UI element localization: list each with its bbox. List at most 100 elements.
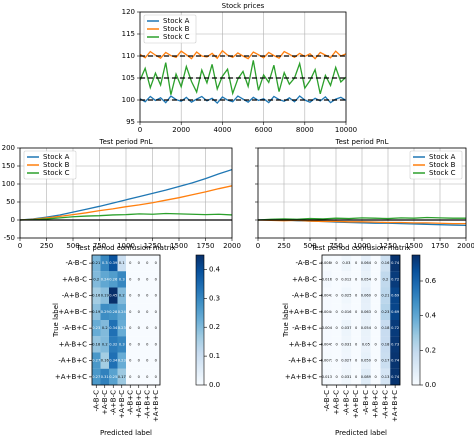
series-line (140, 95, 346, 105)
cell-label: 0.025 (341, 294, 351, 298)
heatmap-cell (143, 320, 152, 337)
cell-label: 0 (146, 326, 149, 330)
cell-label: 0 (374, 342, 377, 346)
axes-frame (19, 147, 233, 239)
cell-label: 0 (146, 375, 149, 379)
y-tick-label: -A-B-C (296, 259, 318, 267)
cell-label: 0.18 (92, 342, 101, 346)
cell-label: 0 (138, 375, 141, 379)
legend-label: Stock A (429, 153, 456, 161)
y-axis-label: True label (282, 303, 290, 338)
heatmap-cell (100, 368, 110, 386)
cell-label: 0.16 (92, 294, 101, 298)
heatmap-cell (322, 352, 332, 369)
heatmap-cell (126, 352, 135, 369)
cell-label: 0 (138, 261, 141, 265)
x-tick-label: 4000 (213, 126, 231, 134)
heatmap-cell (151, 320, 161, 337)
colorbar-tick-label: 0.6 (425, 277, 437, 285)
x-tick-label: 8000 (296, 126, 314, 134)
heatmap-cell (351, 320, 362, 337)
cell-label: 0.23 (381, 310, 389, 314)
cell-label: 0 (155, 375, 158, 379)
heatmap-cell (322, 255, 332, 272)
cell-label: 0 (138, 326, 141, 330)
x-tick-label: 1000 (353, 242, 371, 250)
heatmap-cell (380, 303, 391, 321)
legend-label: Stock B (163, 25, 190, 33)
cell-label: 0 (374, 294, 377, 298)
cell-label: 0.28 (109, 310, 118, 314)
x-tick-label: 750 (93, 242, 106, 250)
cell-label: 0.2 (102, 326, 108, 330)
y-tick-label: 105 (122, 74, 135, 82)
heatmap-cell (351, 352, 362, 369)
heatmap-cell (341, 368, 352, 386)
cell-label: 0 (129, 261, 132, 265)
cell-label: 0.18 (381, 342, 390, 346)
cell-label: 0.24 (101, 277, 110, 281)
x-tick-label: +A-B+C (135, 390, 143, 418)
cell-label: 0 (335, 359, 338, 363)
colorbar-tick-label: 0.4 (209, 265, 221, 273)
heatmap-cell (322, 368, 332, 386)
cell-label: 0 (129, 342, 132, 346)
x-tick-label: +A+B+C (152, 390, 160, 422)
cell-label: 0.16 (381, 261, 390, 265)
y-tick-label: 110 (122, 52, 135, 60)
cell-label: 0.19 (101, 294, 110, 298)
heatmap-cell (322, 303, 332, 321)
y-tick-label: -A+B-C (292, 292, 317, 300)
cell-label: 0.31 (101, 375, 109, 379)
x-tick-label: -A+B-C (342, 390, 350, 415)
x-tick-label: +A-B+C (372, 390, 380, 418)
heatmap-cell (92, 336, 101, 353)
heatmap-cell (117, 255, 127, 272)
heatmap-cell (361, 336, 371, 353)
y-tick-label: 100 (122, 96, 135, 104)
cell-label: 0 (155, 310, 158, 314)
heatmap-cell (370, 368, 381, 386)
x-axis-label: Predicted label (100, 429, 152, 437)
heatmap-cell (117, 287, 127, 304)
heatmap-cell (117, 336, 127, 353)
heatmap-cell (92, 255, 101, 272)
heatmap-cell (361, 352, 371, 369)
colorbar-tick-label: 0.3 (209, 294, 220, 302)
y-tick-label: -A-B+C (62, 324, 87, 332)
heatmap-cell (361, 368, 371, 386)
x-tick-label: 2000 (172, 126, 190, 134)
cell-label: 0.054 (361, 277, 372, 281)
x-tick-label: 0 (138, 126, 142, 134)
cell-label: 0.17 (381, 359, 389, 363)
cell-label: 0.2 (383, 277, 389, 281)
heatmap-cell (390, 303, 401, 321)
cell-label: 0 (335, 342, 338, 346)
heatmap-cell (151, 352, 161, 369)
cell-label: 0.29 (101, 310, 110, 314)
cell-label: 0.0043 (321, 294, 334, 298)
cell-label: 0 (138, 294, 141, 298)
cell-label: 0.2 (102, 342, 108, 346)
heatmap-cell (126, 255, 135, 272)
heatmap-cell (390, 368, 401, 386)
heatmap-cell (380, 336, 391, 353)
cell-label: 0.74 (391, 261, 400, 265)
colorbar-tick-label: 0.2 (209, 323, 220, 331)
cell-label: 0.2 (119, 294, 125, 298)
series-line (140, 60, 346, 96)
cell-label: 0 (155, 359, 158, 363)
chart-title: Test period confusion matrix (75, 244, 175, 252)
heatmap-cell (322, 320, 332, 337)
x-tick-label: 250 (40, 242, 53, 250)
heatmap-cell (117, 303, 127, 321)
cell-label: 0.063 (361, 310, 371, 314)
cell-label: 0.2 (93, 277, 99, 281)
heatmap-cell (100, 255, 110, 272)
heatmap-cell (390, 255, 401, 272)
heatmap-cell (370, 271, 381, 288)
x-tick-label: 500 (66, 242, 79, 250)
cell-label: 0.037 (341, 326, 351, 330)
y-tick-label: -A-B+C (292, 324, 317, 332)
